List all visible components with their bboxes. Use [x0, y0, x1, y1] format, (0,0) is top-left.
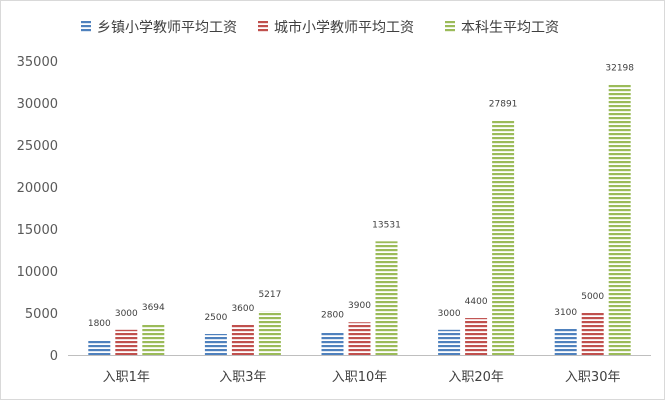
data-label: 3100 — [554, 308, 577, 318]
data-label: 1800 — [88, 319, 111, 329]
bar — [554, 328, 577, 355]
data-label: 13531 — [372, 220, 401, 230]
legend-swatch — [445, 21, 455, 33]
x-category-label: 入职20年 — [448, 370, 504, 385]
y-tick-label: 35000 — [17, 55, 58, 70]
data-label: 3600 — [231, 304, 254, 314]
legend-label: 本科生平均工资 — [461, 20, 559, 36]
y-tick-label: 25000 — [17, 139, 58, 154]
x-category-label: 入职1年 — [103, 370, 150, 385]
legend-label: 城市小学教师平均工资 — [274, 19, 414, 36]
legend-swatch — [258, 21, 268, 33]
bar — [231, 324, 254, 355]
bar — [258, 311, 281, 355]
data-label: 2500 — [204, 313, 227, 323]
legend-item: 本科生平均工资 — [445, 20, 559, 36]
y-tick-label: 5000 — [25, 307, 58, 322]
x-category-label: 入职10年 — [332, 370, 388, 385]
bar — [581, 313, 604, 355]
bar — [115, 329, 138, 355]
bar — [608, 84, 631, 355]
bars: 1800 3000 3694 2500 3600 5217 2800 3900 13531 300… — [88, 64, 634, 355]
y-tick-label: 0 — [50, 349, 58, 364]
bar — [348, 322, 371, 355]
x-category-label: 入职30年 — [565, 370, 621, 385]
bar — [438, 329, 461, 355]
data-label: 2800 — [321, 310, 344, 320]
data-label: 3900 — [348, 301, 371, 311]
data-label: 3000 — [115, 309, 138, 319]
legend: 乡镇小学教师平均工资 城市小学教师平均工资 本科生平均工资 — [81, 19, 559, 36]
data-label: 32198 — [605, 64, 634, 74]
legend-item: 乡镇小学教师平均工资 — [81, 20, 237, 36]
y-tick-label: 30000 — [17, 97, 58, 112]
bar — [142, 323, 165, 355]
bar — [204, 334, 227, 355]
legend-label: 乡镇小学教师平均工资 — [97, 20, 237, 36]
y-tick-label: 10000 — [17, 265, 58, 280]
y-tick-label: 15000 — [17, 223, 58, 238]
bar — [88, 339, 111, 355]
bar — [465, 318, 488, 355]
x-axis: 入职1年 入职3年 入职10年 入职20年 入职30年 — [68, 355, 651, 385]
x-category-label: 入职3年 — [219, 370, 266, 385]
data-label: 3000 — [438, 309, 461, 319]
y-tick-label: 20000 — [17, 181, 58, 196]
data-label: 4400 — [465, 297, 488, 307]
bar — [321, 331, 344, 355]
legend-swatch — [81, 21, 91, 33]
data-label: 5217 — [258, 290, 281, 300]
data-label: 3694 — [142, 303, 165, 313]
bar — [492, 120, 515, 355]
data-label: 27891 — [489, 100, 518, 110]
legend-item: 城市小学教师平均工资 — [258, 19, 414, 36]
data-label: 5000 — [581, 292, 604, 302]
bar — [375, 241, 398, 355]
y-axis: 0 5000 10000 15000 20000 25000 30000 35000 — [17, 55, 58, 364]
